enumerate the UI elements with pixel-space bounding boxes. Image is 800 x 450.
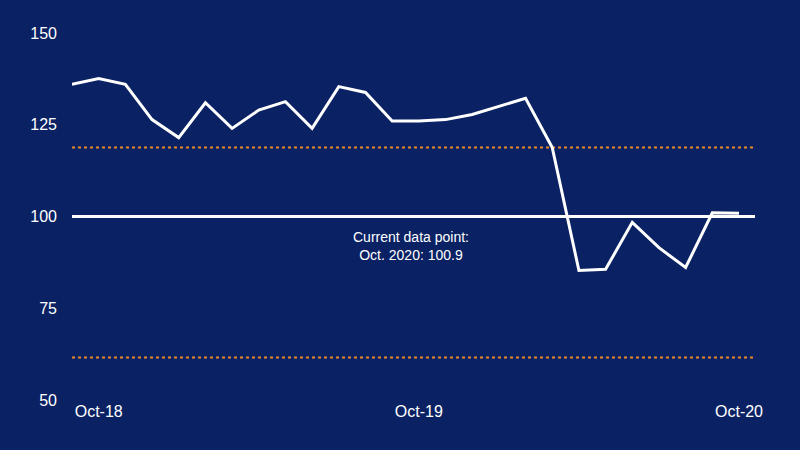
svg-text:Oct-20: Oct-20 [715, 403, 763, 420]
svg-text:Oct-18: Oct-18 [75, 403, 123, 420]
svg-text:Current data point:Oct. 2020:: Current data point:Oct. 2020: 100.9 [353, 229, 469, 263]
svg-text:125: 125 [30, 116, 57, 133]
svg-text:Oct-19: Oct-19 [395, 403, 443, 420]
svg-text:75: 75 [39, 300, 57, 317]
svg-text:50: 50 [39, 392, 57, 409]
svg-text:100: 100 [30, 208, 57, 225]
svg-text:150: 150 [30, 25, 57, 42]
